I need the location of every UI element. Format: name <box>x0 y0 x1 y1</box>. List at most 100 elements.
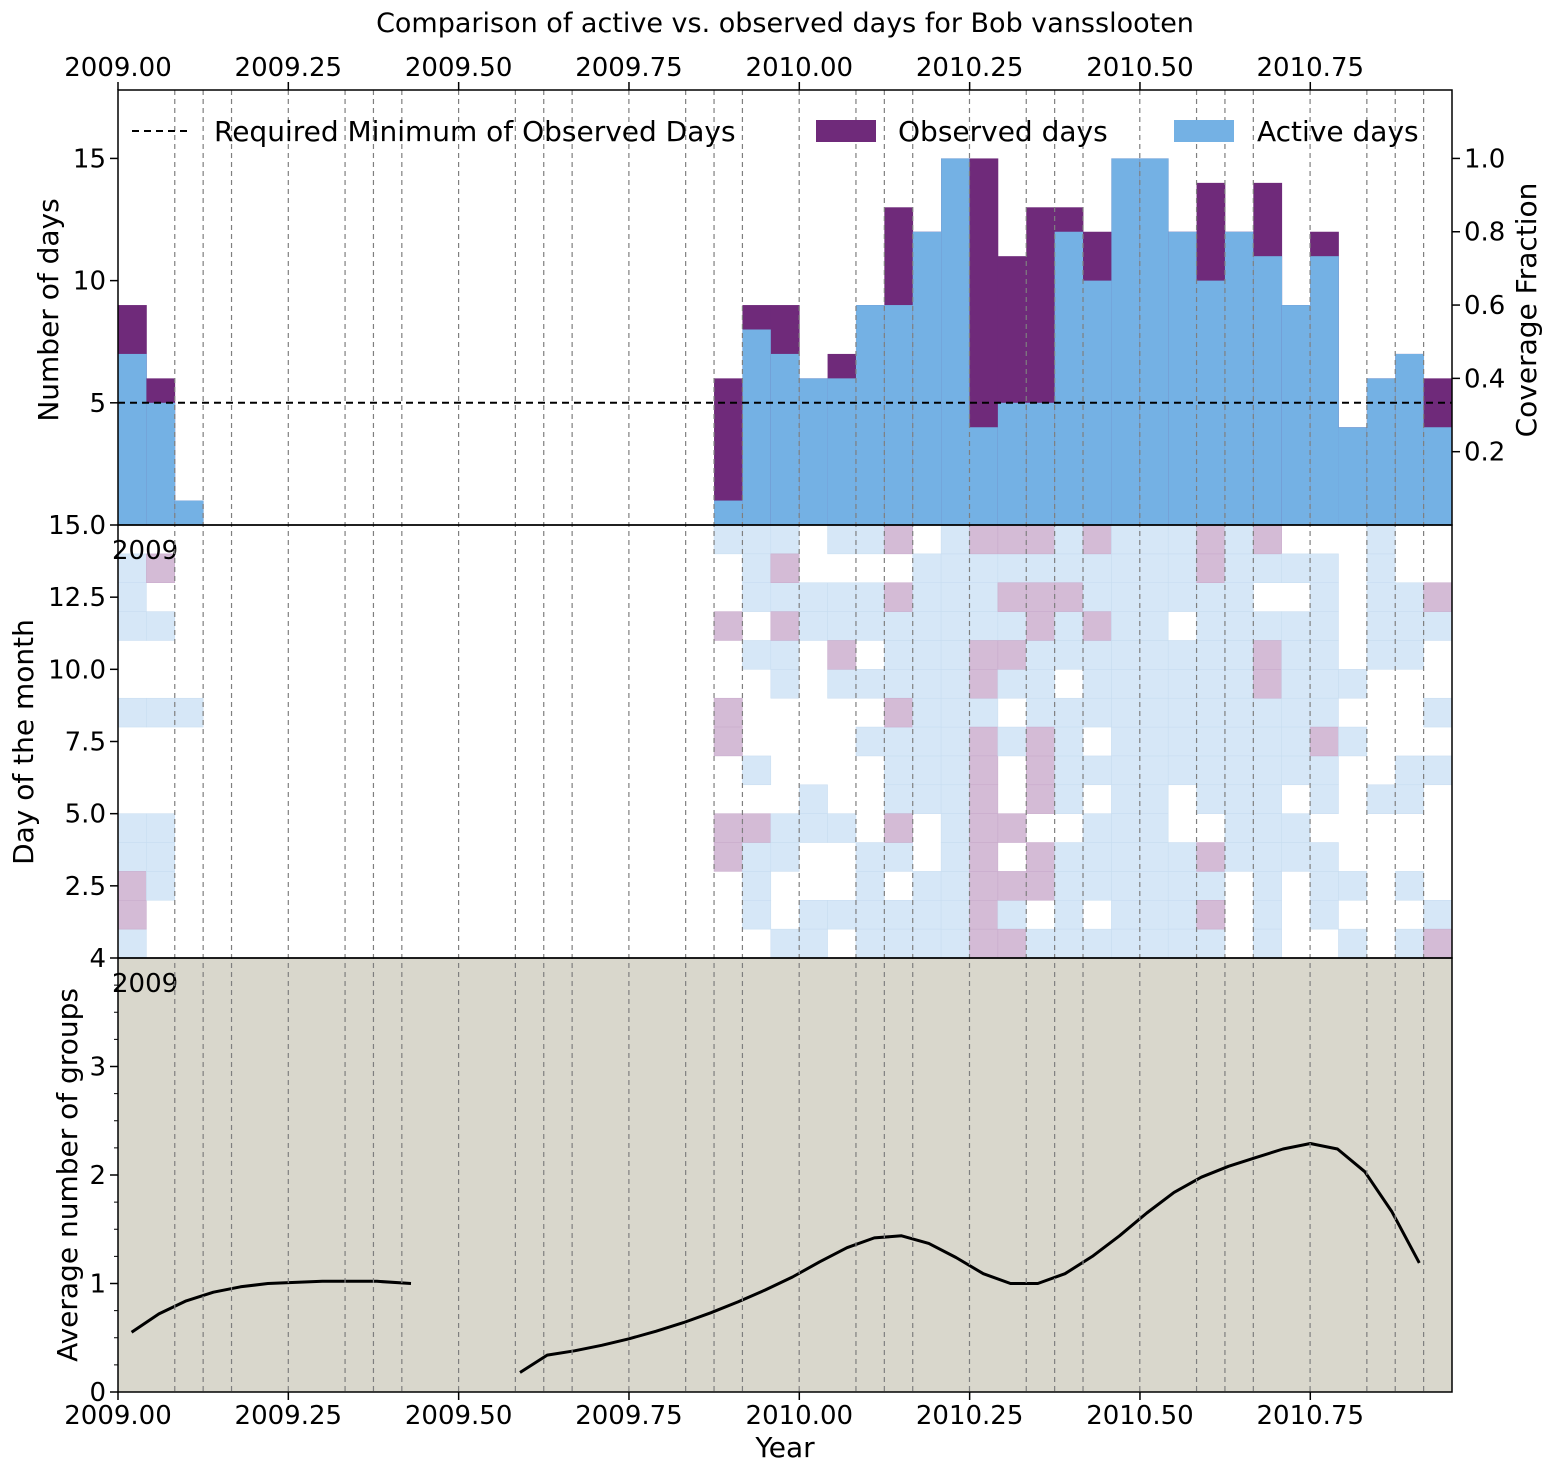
active-bar <box>1139 158 1169 525</box>
y-tick-label: 2 <box>89 1161 106 1191</box>
active-bar <box>118 353 147 525</box>
heat-cell-active <box>1394 640 1424 670</box>
heat-cell-active <box>1309 871 1339 901</box>
active-bar <box>1338 427 1368 525</box>
heat-cell-active <box>1224 726 1254 757</box>
heat-cell-active <box>855 871 885 901</box>
top-x-tick-label: 2009.75 <box>575 53 683 83</box>
heat-cell-observed <box>997 524 1027 555</box>
legend: Required Minimum of Observed Days Observ… <box>132 115 1419 148</box>
active-bar <box>884 305 914 525</box>
heat-cell-active <box>940 784 970 814</box>
heat-cell-active <box>1111 611 1141 641</box>
heat-cell-active <box>1082 697 1112 728</box>
heat-cell-active <box>1167 928 1197 959</box>
heat-cell-active <box>855 900 885 930</box>
heat-cell-active <box>1309 553 1339 583</box>
heat-cell-active <box>1167 726 1197 757</box>
heat-cell-active <box>1167 755 1197 786</box>
heat-cell-active <box>1167 582 1197 612</box>
heat-cell-active <box>1111 697 1141 728</box>
heat-cell-active <box>1423 697 1453 728</box>
heat-cell-active <box>1111 640 1141 670</box>
heat-cell-active <box>1253 813 1282 843</box>
heat-cell-active <box>1082 813 1112 843</box>
heat-cell-active <box>1111 582 1141 612</box>
overlap-tick-label: 2009 <box>112 536 178 566</box>
panel-days-bars: 5 10 15 0.2 0.4 0.6 0.8 1.0 <box>73 144 1505 525</box>
heat-cell-active <box>884 755 913 786</box>
heat-cell-active <box>1196 726 1226 757</box>
heat-cell-active <box>1167 900 1197 930</box>
heat-cell-active <box>855 524 885 555</box>
heat-cell-active <box>1196 871 1226 901</box>
heat-cell-active <box>1026 640 1055 670</box>
heat-cell-active <box>1366 784 1396 814</box>
heat-cell-observed <box>1423 928 1453 959</box>
heat-cell-active <box>1111 871 1141 901</box>
y-tick-label: 1 <box>89 1270 106 1300</box>
heat-cell-active <box>1054 928 1084 959</box>
heat-cell-observed <box>770 611 800 641</box>
heat-cell-active <box>1423 611 1453 641</box>
active-bar <box>770 353 800 525</box>
heat-cell-active <box>855 726 885 757</box>
heat-cell-active <box>1167 842 1197 872</box>
heat-cell-observed <box>969 524 999 555</box>
heat-cell-active <box>1111 928 1141 959</box>
heat-cell-observed <box>1253 669 1282 699</box>
heat-cell-active <box>1167 553 1197 583</box>
heat-cell-active <box>1394 928 1424 959</box>
heat-cell-active <box>770 813 800 843</box>
heat-cell-active <box>1167 871 1197 901</box>
heat-cell-active <box>1026 928 1055 959</box>
overlap-tick-label: 2009 <box>112 969 178 999</box>
heat-cell-active <box>1281 726 1311 757</box>
heat-cell-observed <box>1026 871 1055 901</box>
x-tick-label: 2009.75 <box>575 1401 683 1431</box>
heat-cell-active <box>1082 755 1112 786</box>
legend-active-label: Active days <box>1257 115 1419 148</box>
heat-cell-active <box>1253 784 1282 814</box>
heat-cell-active <box>1139 900 1169 930</box>
x-tick-label: 2009.50 <box>405 1401 513 1431</box>
heat-cell-active <box>1111 755 1141 786</box>
heat-cell-active <box>827 524 857 555</box>
heat-cell-active <box>1281 640 1311 670</box>
y-tick-label: 12.5 <box>48 583 106 613</box>
x-tick-label: 2009.00 <box>64 1401 172 1431</box>
heat-cell-active <box>1026 553 1055 583</box>
heat-cell-active <box>1054 553 1084 583</box>
heat-cell-active <box>174 697 204 728</box>
heat-cell-active <box>1224 582 1254 612</box>
active-bar <box>174 500 204 525</box>
heat-cell-active <box>1196 928 1226 959</box>
heat-cell-active <box>1281 553 1311 583</box>
heat-cell-active <box>1196 640 1226 670</box>
heat-cell-active <box>117 611 147 641</box>
heat-cell-observed <box>1253 640 1282 670</box>
heat-cell-observed <box>1082 524 1112 555</box>
heat-cell-active <box>1082 871 1112 901</box>
heat-cell-active <box>855 928 885 959</box>
heat-cell-observed <box>1423 582 1453 612</box>
heat-cell-active <box>1338 871 1368 901</box>
heat-cell-active <box>146 611 176 641</box>
heat-cell-active <box>1366 611 1396 641</box>
heat-cell-active <box>912 871 942 901</box>
heat-cell-active <box>912 697 942 728</box>
right-y-tick-label: 0.8 <box>1464 218 1505 248</box>
heat-cell-active <box>884 842 913 872</box>
y-tick-label: 5 <box>89 389 106 419</box>
heat-cell-active <box>1054 900 1084 930</box>
y-tick-label: 15.0 <box>48 511 106 541</box>
legend-required-minimum-label: Required Minimum of Observed Days <box>214 115 736 148</box>
heat-cell-active <box>997 553 1027 583</box>
heat-cell-observed <box>1026 611 1055 641</box>
heat-cell-active <box>1111 524 1141 555</box>
active-bar <box>1366 378 1396 525</box>
heat-cell-observed <box>770 553 800 583</box>
heat-cell-active <box>1338 928 1368 959</box>
heat-cell-active <box>146 871 176 901</box>
heat-cell-active <box>1281 842 1311 872</box>
